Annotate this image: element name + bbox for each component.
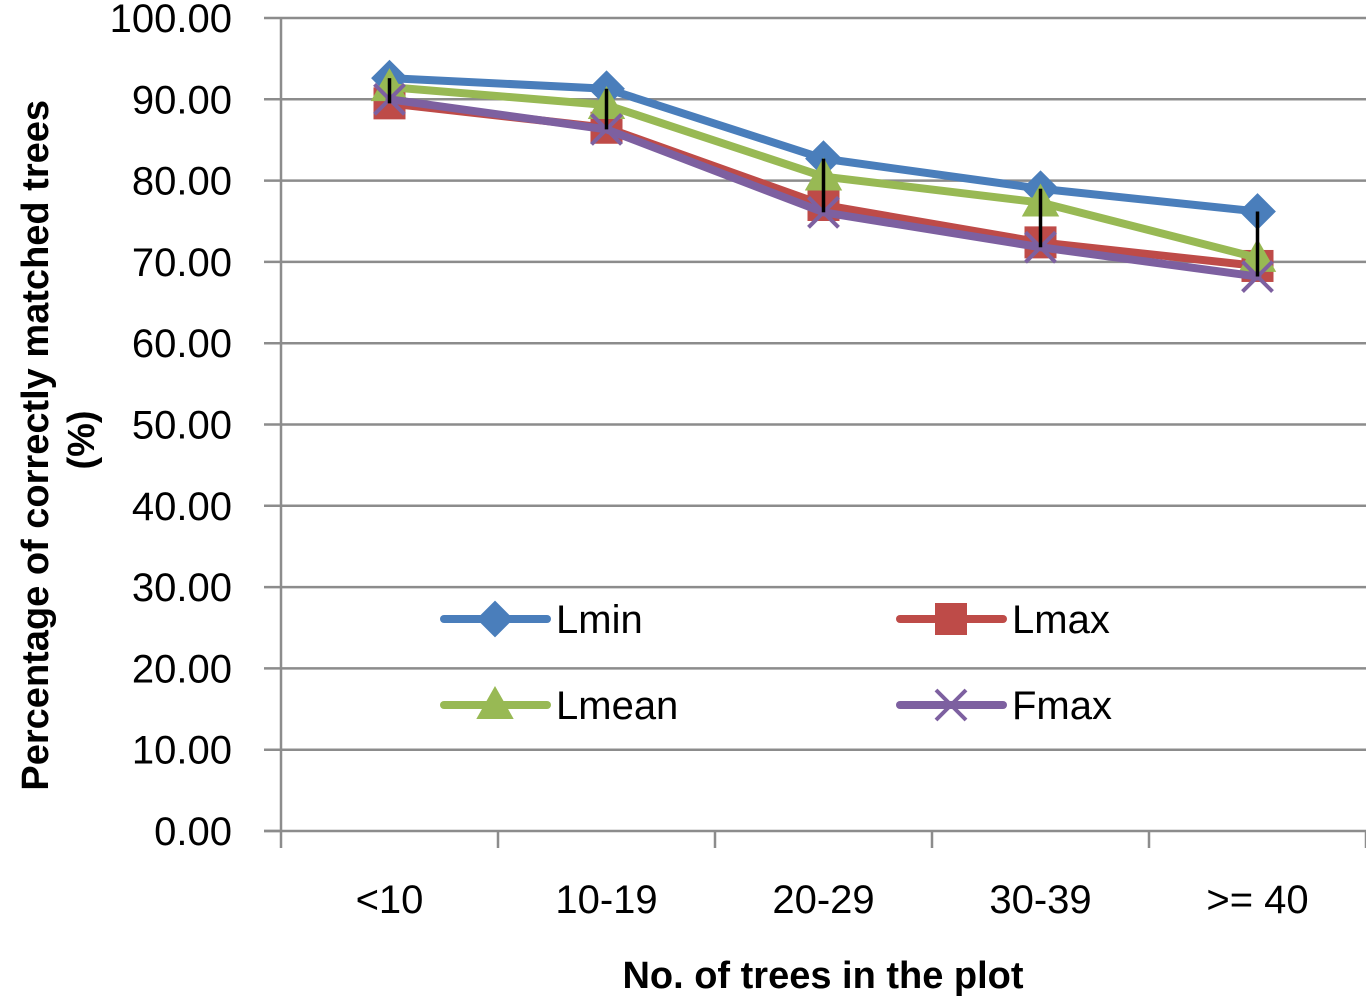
x-tick-label: 10-19	[555, 878, 657, 922]
legend-label-lmax: Lmax	[1012, 598, 1110, 642]
x-axis-title: No. of trees in the plot	[622, 955, 1023, 997]
legend-item-lmax: Lmax	[896, 598, 1110, 642]
y-tick-label: 80.00	[132, 160, 232, 204]
y-tick-label: 70.00	[132, 241, 232, 285]
error-bars	[387, 78, 1260, 277]
y-tick-label: 100.00	[110, 0, 232, 41]
x-tick-label: <10	[356, 878, 424, 922]
y-tick-label: 60.00	[132, 322, 232, 366]
y-axis-title: Percentage of correctly matched trees (%…	[15, 89, 103, 790]
x-tick-label: 30-39	[989, 878, 1091, 922]
legend-marker-lmax	[935, 603, 967, 635]
legend-marker-lmin	[476, 600, 514, 638]
legend-label-lmean: Lmean	[556, 684, 678, 728]
y-tick-label: 10.00	[132, 729, 232, 773]
y-tick-label: 90.00	[132, 78, 232, 122]
y-tick-label: 40.00	[132, 485, 232, 529]
y-tick-label: 0.00	[154, 810, 232, 854]
legend-item-lmin: Lmin	[440, 598, 643, 642]
legend-label-fmax: Fmax	[1012, 684, 1112, 728]
legend-label-lmin: Lmin	[556, 598, 643, 642]
legend-marker-lmean	[476, 685, 514, 719]
x-tick-label: >= 40	[1206, 878, 1308, 922]
y-tick-label: 30.00	[132, 566, 232, 610]
legend-item-lmean: Lmean	[440, 684, 678, 728]
legend: Lmin Lmax Lmean Fmax	[440, 598, 1112, 728]
gridlines	[281, 16, 1366, 751]
y-tick-label: 20.00	[132, 647, 232, 691]
legend-marker-fmax	[934, 688, 968, 722]
x-tick-label: 20-29	[772, 878, 874, 922]
y-axis-title-line-1: Percentage of correctly matched trees	[15, 100, 57, 791]
axes: 0.00 10.00 20.00 30.00 40.00 50.00 60.00 70.00 8…	[110, 0, 1366, 922]
y-tick-label: 50.00	[132, 404, 232, 448]
y-axis-title-line-2: (%)	[61, 410, 103, 469]
marker-stroke	[934, 688, 968, 722]
legend-item-fmax: Fmax	[896, 684, 1112, 728]
